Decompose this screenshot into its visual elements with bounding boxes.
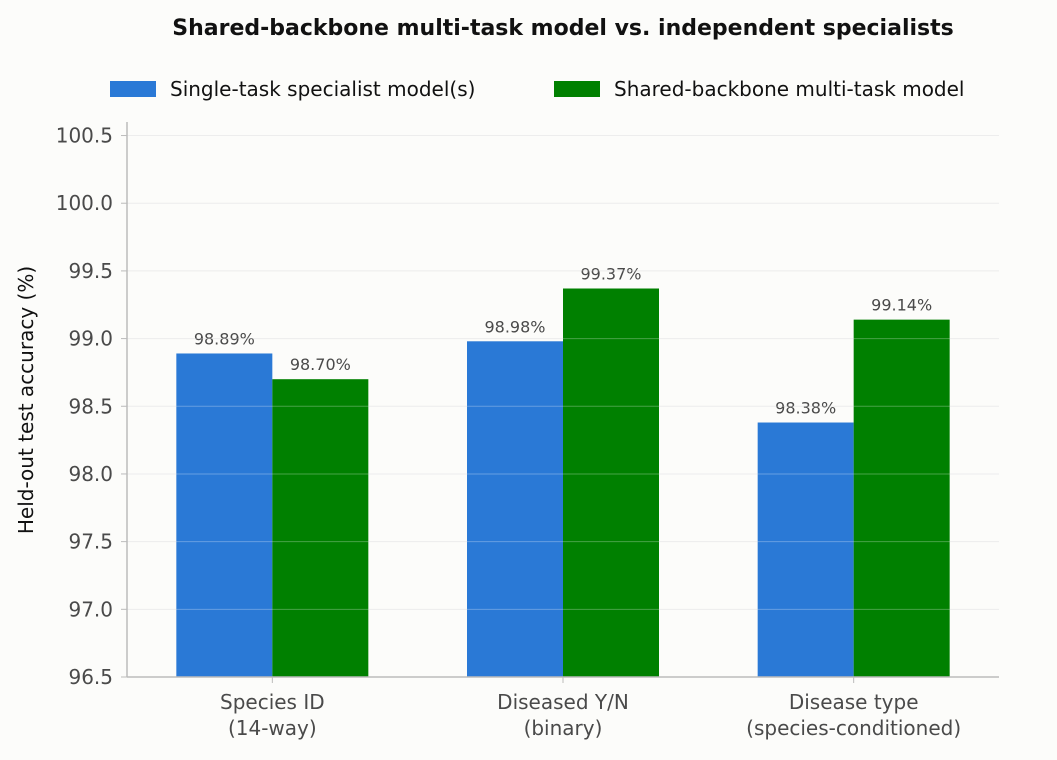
x-tick-label: (binary): [524, 716, 603, 740]
x-tick-label: (species-conditioned): [746, 716, 961, 740]
y-tick-label: 97.0: [68, 597, 113, 621]
data-label: 98.89%: [194, 329, 255, 348]
data-label: 98.98%: [484, 317, 545, 336]
y-tick-label: 96.5: [68, 665, 113, 689]
y-axis-ticks: 96.5 97.0 97.5 98.0 98.5 99.0 99.5 100.0 100.5: [56, 124, 127, 689]
bar-single-task-3: [757, 422, 854, 677]
bar-multi-task-2: [563, 288, 659, 677]
x-tick-label: (14-way): [228, 716, 317, 740]
data-label: 99.37%: [580, 265, 641, 284]
y-tick-label: 99.5: [68, 259, 113, 283]
legend-item-2: Shared-backbone multi-task model: [554, 77, 965, 101]
legend-label: Single-task specialist model(s): [170, 77, 475, 101]
x-tick-label: Disease type: [789, 690, 919, 714]
chart-title: Shared-backbone multi-task model vs. ind…: [172, 16, 953, 41]
x-axis-ticks: Species ID(14-way) Diseased Y/N(binary) Di…: [220, 677, 961, 740]
legend-item-1: Single-task specialist model(s): [110, 77, 475, 101]
bar-multi-task-3: [853, 319, 950, 677]
y-tick-label: 98.5: [68, 394, 113, 418]
y-tick-label: 98.0: [68, 462, 113, 486]
legend-swatch: [110, 81, 156, 97]
legend-swatch: [554, 81, 600, 97]
x-tick-label: Species ID: [220, 690, 325, 714]
data-label: 98.70%: [290, 355, 351, 374]
y-tick-label: 100.0: [56, 191, 113, 215]
y-tick-label: 97.5: [68, 530, 113, 554]
bar-multi-task-1: [272, 379, 369, 677]
data-labels: 98.89% 98.70% 98.98% 99.37% 98.38% 99.14%: [127, 135, 999, 678]
y-tick-label: 99.0: [68, 327, 113, 351]
data-label: 98.38%: [775, 399, 836, 418]
bar-single-task-1: [176, 353, 273, 677]
y-axis-label: Held-out test accuracy (%): [14, 266, 38, 534]
data-label: 99.14%: [871, 296, 932, 315]
x-tick-label: Diseased Y/N: [497, 690, 629, 714]
legend-label: Shared-backbone multi-task model: [614, 77, 965, 101]
y-tick-label: 100.5: [56, 124, 113, 148]
bar-single-task-2: [467, 341, 563, 677]
bars: [176, 288, 950, 677]
legend: Single-task specialist model(s) Shared-ba…: [110, 77, 965, 101]
